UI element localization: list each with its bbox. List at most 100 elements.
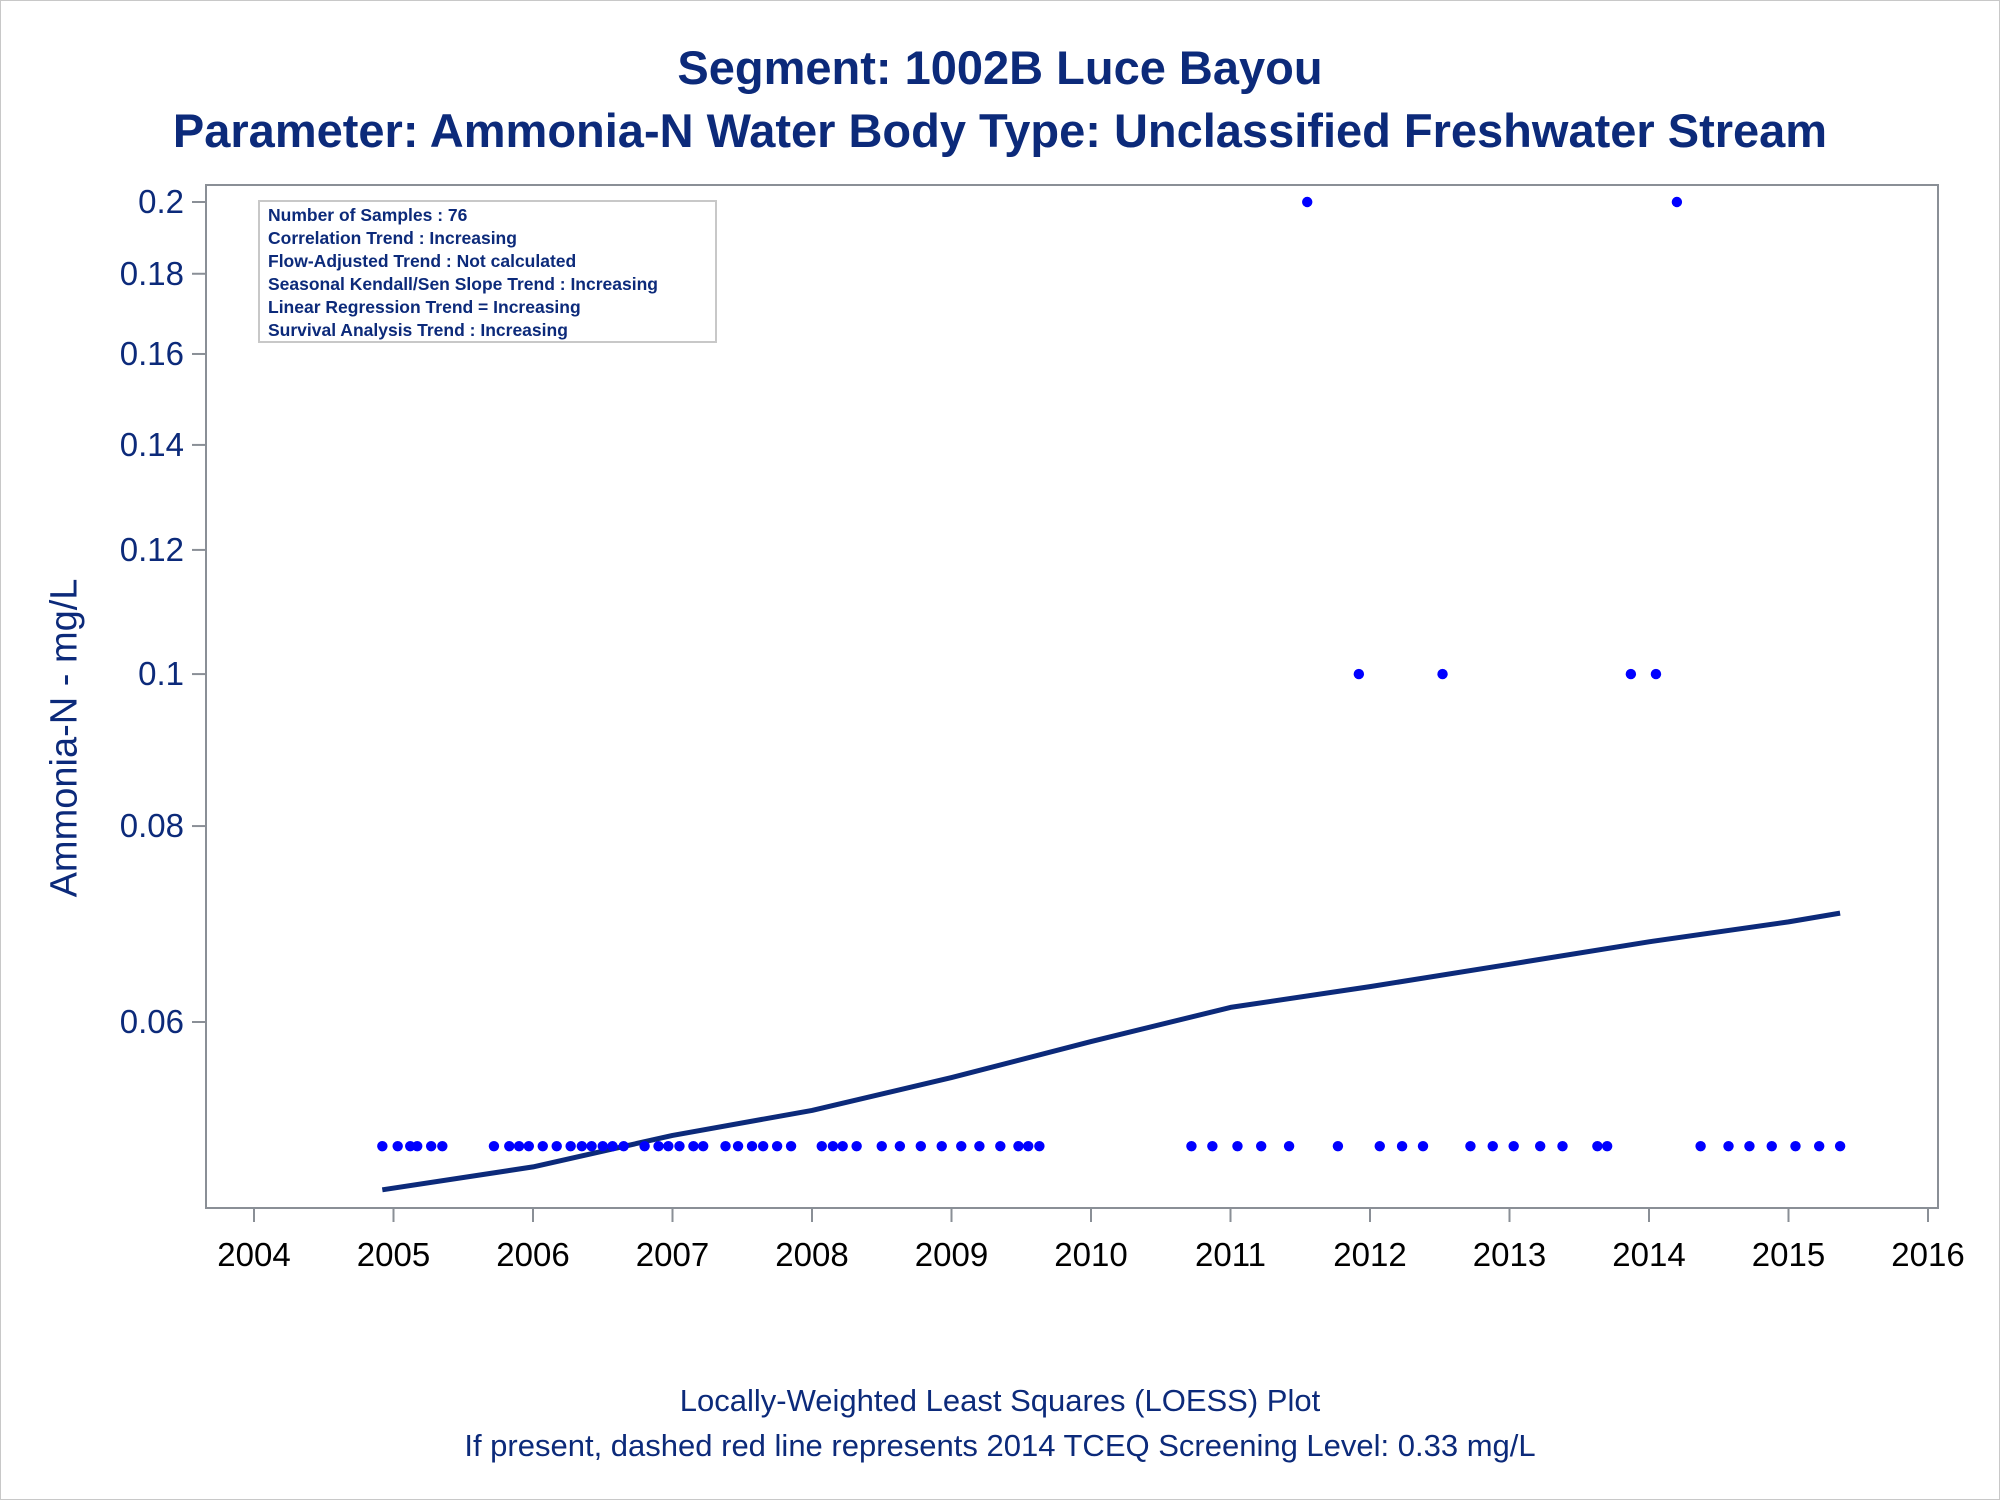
sample-point — [876, 1140, 887, 1152]
y-tick-label: 0.1 — [138, 655, 184, 692]
sample-point — [1487, 1140, 1498, 1152]
sample-point — [586, 1140, 597, 1152]
sample-point — [1601, 1140, 1613, 1152]
sample-point — [915, 1140, 927, 1152]
stats-legend-line: Flow-Adjusted Trend : Not calculated — [268, 251, 576, 271]
sample-point — [537, 1140, 548, 1152]
stats-legend-line: Survival Analysis Trend : Increasing — [268, 320, 568, 340]
sample-point — [1813, 1140, 1825, 1152]
y-tick-label: 0.08 — [120, 807, 184, 844]
sample-point — [720, 1140, 731, 1152]
sample-point — [1023, 1140, 1034, 1152]
sample-point — [488, 1140, 500, 1152]
x-tick-label: 2013 — [1473, 1236, 1546, 1273]
y-tick-label: 0.2 — [138, 183, 184, 220]
x-tick-label: 2011 — [1195, 1236, 1266, 1273]
sample-point — [827, 1140, 839, 1152]
sample-point — [1034, 1140, 1045, 1152]
x-tick-label: 2012 — [1333, 1236, 1406, 1273]
sample-point — [1437, 668, 1448, 680]
sample-point — [1353, 668, 1365, 680]
sample-point — [1465, 1140, 1476, 1152]
sample-point — [653, 1140, 664, 1152]
stats-legend-line: Seasonal Kendall/Sen Slope Trend : Incre… — [268, 274, 658, 294]
x-tick-label: 2016 — [1891, 1236, 1964, 1273]
sample-point — [412, 1140, 423, 1152]
y-axis: 0.06 0.08 0.1 0.12 0.14 0.16 0.18 0.2 — [120, 183, 206, 1040]
x-tick-label: 2004 — [217, 1236, 290, 1273]
sample-point — [1723, 1140, 1734, 1152]
sample-point — [1302, 196, 1313, 208]
sample-point — [674, 1140, 685, 1152]
sample-point — [597, 1140, 608, 1152]
sample-point — [392, 1140, 403, 1152]
footnote-loess: Locally-Weighted Least Squares (LOESS) P… — [679, 1383, 1321, 1418]
sample-point — [551, 1140, 562, 1152]
sample-point — [732, 1140, 744, 1152]
sample-point — [1283, 1140, 1295, 1152]
stats-legend-line: Number of Samples : 76 — [268, 205, 468, 225]
y-tick-label: 0.14 — [120, 426, 184, 463]
stats-legend-line: Correlation Trend : Increasing — [268, 228, 517, 248]
sample-point — [639, 1140, 650, 1152]
x-tick-label: 2006 — [496, 1236, 569, 1273]
sample-point — [1417, 1140, 1429, 1152]
chart-subtitle: Parameter: Ammonia-N Water Body Type: Un… — [172, 104, 1828, 157]
sample-point — [1186, 1140, 1197, 1152]
sample-point — [1013, 1140, 1024, 1152]
sample-point — [607, 1140, 618, 1152]
x-tick-label: 2010 — [1054, 1236, 1127, 1273]
sample-point — [816, 1140, 827, 1152]
sample-point — [1625, 668, 1637, 680]
sample-point — [1695, 1140, 1706, 1152]
sample-point — [1534, 1140, 1546, 1152]
sample-point — [1207, 1140, 1218, 1152]
y-tick-label: 0.12 — [120, 531, 184, 568]
x-tick-label: 2009 — [915, 1236, 988, 1273]
plot-area — [205, 184, 1939, 1209]
sample-point — [1508, 1140, 1519, 1152]
sample-point — [513, 1140, 525, 1152]
sample-point — [771, 1140, 783, 1152]
sample-point — [1232, 1140, 1243, 1152]
sample-point — [837, 1140, 848, 1152]
sample-point — [757, 1140, 769, 1152]
sample-point — [746, 1140, 758, 1152]
series-layer — [377, 196, 1846, 1193]
x-axis: 2004 2005 2006 2007 2008 2009 2010 2011 2012 2013… — [217, 1208, 1965, 1273]
stats-legend-box: Number of Samples : 76 Correlation Trend … — [258, 200, 717, 343]
sample-point — [995, 1140, 1006, 1152]
sample-point — [1396, 1140, 1408, 1152]
sample-point — [1374, 1140, 1385, 1152]
sample-point — [576, 1140, 588, 1152]
x-tick-label: 2014 — [1612, 1236, 1685, 1273]
sample-point — [523, 1140, 535, 1152]
sample-point — [377, 1140, 388, 1152]
sample-point — [504, 1140, 515, 1152]
footnote-screening-level: If present, dashed red line represents 2… — [464, 1428, 1536, 1463]
sample-point — [1557, 1140, 1568, 1152]
sample-point — [1255, 1140, 1267, 1152]
y-tick-label: 0.18 — [120, 255, 184, 292]
sample-point — [851, 1140, 862, 1152]
y-tick-label: 0.06 — [120, 1003, 184, 1040]
sample-point — [1592, 1140, 1603, 1152]
sample-point — [956, 1140, 967, 1152]
sample-point — [1834, 1140, 1846, 1152]
y-tick-label: 0.16 — [120, 335, 184, 372]
loess-trend-line — [381, 910, 1841, 1193]
sample-point — [1766, 1140, 1777, 1152]
sample-point — [618, 1140, 629, 1152]
sample-point — [936, 1140, 947, 1152]
x-tick-label: 2007 — [636, 1236, 709, 1273]
x-tick-label: 2005 — [357, 1236, 430, 1273]
chart-title: Segment: 1002B Luce Bayou — [677, 41, 1323, 94]
sample-point — [1332, 1140, 1344, 1152]
stats-legend-line: Linear Regression Trend = Increasing — [268, 297, 581, 317]
sample-point — [785, 1140, 797, 1152]
sample-point — [974, 1140, 985, 1152]
x-tick-label: 2008 — [775, 1236, 848, 1273]
sample-point — [697, 1140, 709, 1152]
sample-point — [688, 1140, 699, 1152]
